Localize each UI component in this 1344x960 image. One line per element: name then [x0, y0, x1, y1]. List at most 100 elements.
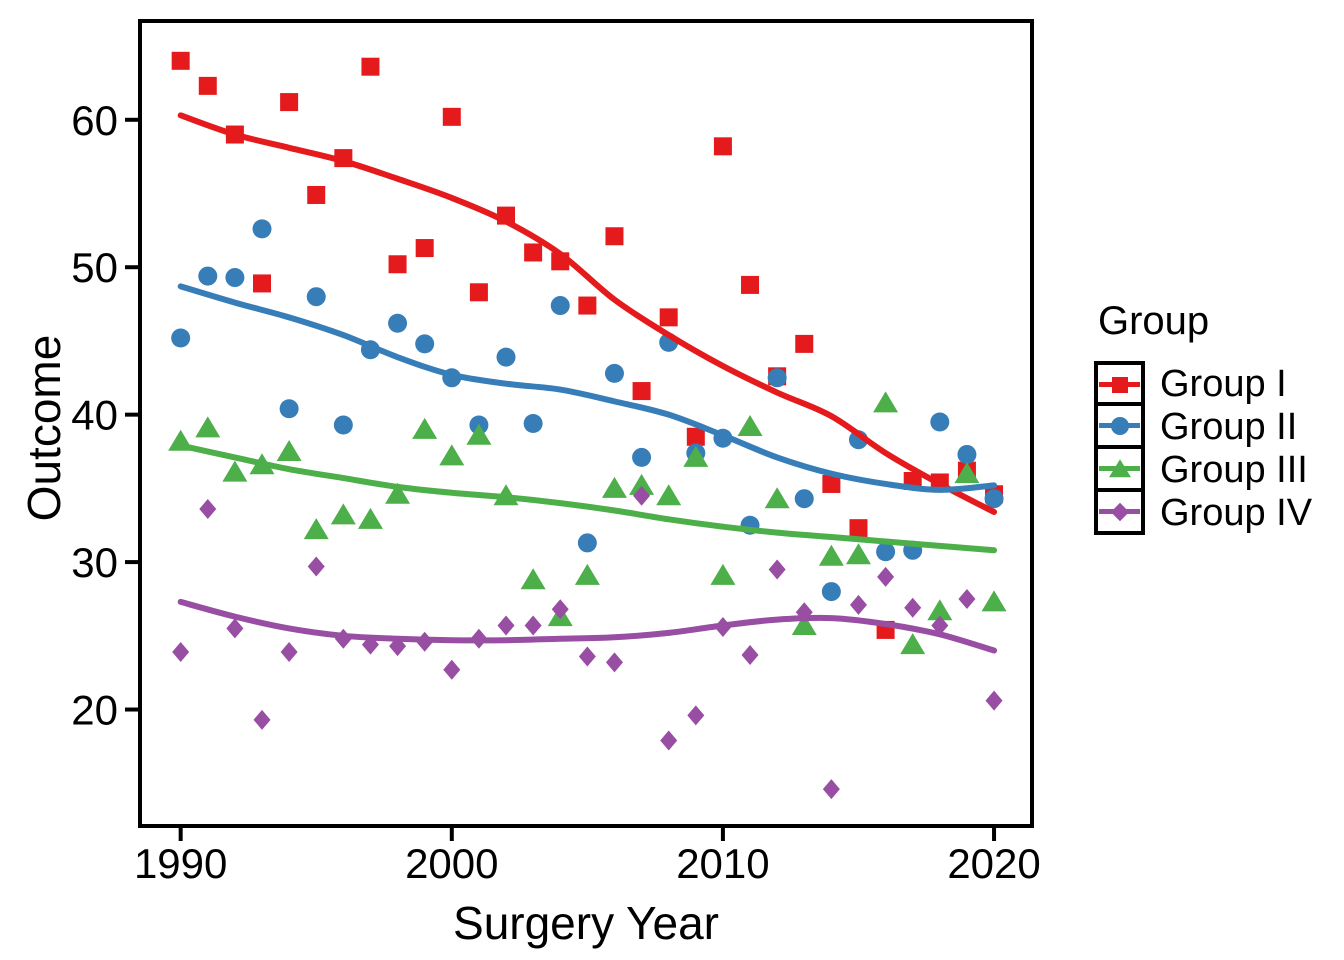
data-point-circle	[252, 219, 272, 239]
data-point-diamond	[768, 559, 786, 580]
data-point-square	[822, 474, 841, 493]
legend-key-group-3	[1094, 445, 1145, 492]
data-point-square	[578, 296, 597, 315]
y-tick-label: 50	[71, 244, 118, 291]
legend: Group Group I Group II Group III	[1094, 299, 1312, 537]
data-point-triangle	[520, 568, 546, 590]
data-point-square	[253, 274, 272, 293]
x-tick-label: 1990	[134, 840, 227, 887]
data-point-square	[469, 283, 488, 302]
data-point-diamond	[687, 705, 705, 726]
data-point-circle	[415, 334, 435, 354]
data-point-triangle	[873, 391, 899, 413]
data-point-triangle	[927, 599, 953, 621]
data-point-diamond	[904, 597, 922, 618]
data-point-circle	[767, 368, 787, 388]
diamond-marker-icon	[1110, 502, 1129, 521]
data-point-triangle	[764, 487, 790, 509]
data-point-triangle	[954, 462, 980, 484]
data-point-diamond	[849, 594, 867, 615]
x-tick-label: 2020	[947, 840, 1040, 887]
legend-key-group-1	[1094, 361, 1145, 408]
data-point-diamond	[524, 615, 542, 636]
data-point-triangle	[330, 503, 356, 525]
legend-title: Group	[1098, 299, 1210, 343]
legend-label-group-1: Group I	[1160, 363, 1287, 405]
data-point-diamond	[822, 779, 840, 800]
legend-label-group-2: Group II	[1160, 406, 1298, 448]
trend-line-group-iv	[177, 598, 998, 654]
legend-key-group-4	[1094, 488, 1145, 535]
data-point-circle	[821, 582, 841, 602]
data-point-diamond	[497, 615, 515, 636]
data-point-triangle	[710, 563, 736, 585]
data-point-square	[795, 334, 814, 353]
data-point-triangle	[222, 460, 248, 482]
data-point-circle	[171, 328, 191, 348]
data-point-diamond	[605, 652, 623, 673]
x-axis-title: Surgery Year	[453, 897, 719, 949]
data-point-square	[415, 239, 434, 258]
data-point-circle	[632, 447, 652, 467]
data-point-diamond	[253, 709, 271, 730]
data-point-circle	[306, 287, 326, 307]
data-point-triangle	[981, 590, 1007, 612]
y-tick-label: 20	[71, 687, 118, 734]
data-point-circle	[794, 489, 814, 509]
data-point-circle	[577, 533, 597, 553]
x-tick-label: 2000	[405, 840, 498, 887]
data-point-square	[388, 255, 407, 274]
data-point-diamond	[660, 730, 678, 751]
data-point-circle	[876, 542, 896, 562]
data-point-circle	[604, 363, 624, 383]
legend-key-group-2	[1094, 402, 1145, 449]
data-point-square	[686, 427, 705, 446]
data-point-diamond	[226, 618, 244, 639]
data-point-square	[632, 382, 651, 401]
data-point-triangle	[574, 563, 600, 585]
legend-keys: Group I Group II Group III Group IV	[1094, 361, 1312, 537]
legend-key-row: Group II	[1094, 402, 1312, 451]
data-point-square	[198, 76, 217, 95]
data-point-circle	[984, 489, 1004, 509]
data-point-diamond	[958, 588, 976, 609]
data-point-square	[280, 93, 299, 112]
data-point-circle	[333, 415, 353, 435]
data-point-triangle	[629, 473, 655, 495]
y-tick-label: 30	[71, 539, 118, 586]
data-point-square	[307, 185, 326, 204]
data-point-diamond	[199, 499, 217, 520]
legend-key-row: Group IV	[1094, 488, 1312, 537]
y-tick-label: 60	[71, 97, 118, 144]
data-point-triangle	[656, 484, 682, 506]
data-point-triangle	[845, 543, 871, 565]
trend-line-group-ii	[177, 283, 998, 493]
data-point-diamond	[578, 646, 596, 667]
data-point-square	[713, 137, 732, 156]
data-point-circle	[930, 412, 950, 432]
data-point-circle	[496, 347, 516, 367]
data-point-diamond	[443, 659, 461, 680]
legend-label-group-3: Group III	[1160, 449, 1308, 491]
legend-key-row: Group I	[1094, 361, 1312, 408]
data-point-triangle	[737, 414, 763, 436]
data-point-circle	[198, 266, 218, 286]
y-axis-title: Outcome	[18, 334, 70, 522]
data-point-diamond	[307, 556, 325, 577]
data-point-circle	[225, 268, 245, 288]
data-point-diamond	[280, 642, 298, 663]
data-point-square	[605, 227, 624, 246]
data-point-diamond	[877, 566, 895, 587]
data-point-triangle	[357, 507, 383, 529]
data-point-triangle	[791, 613, 817, 635]
data-point-triangle	[412, 417, 438, 439]
legend-key-row: Group III	[1094, 445, 1312, 494]
x-tick-label: 2010	[676, 840, 769, 887]
trend-line-group-iii	[177, 442, 998, 554]
triangle-marker-icon	[1108, 458, 1131, 477]
data-point-diamond	[551, 599, 569, 620]
data-point-triangle	[303, 518, 329, 540]
data-point-square	[849, 519, 868, 538]
data-point-triangle	[601, 476, 627, 498]
